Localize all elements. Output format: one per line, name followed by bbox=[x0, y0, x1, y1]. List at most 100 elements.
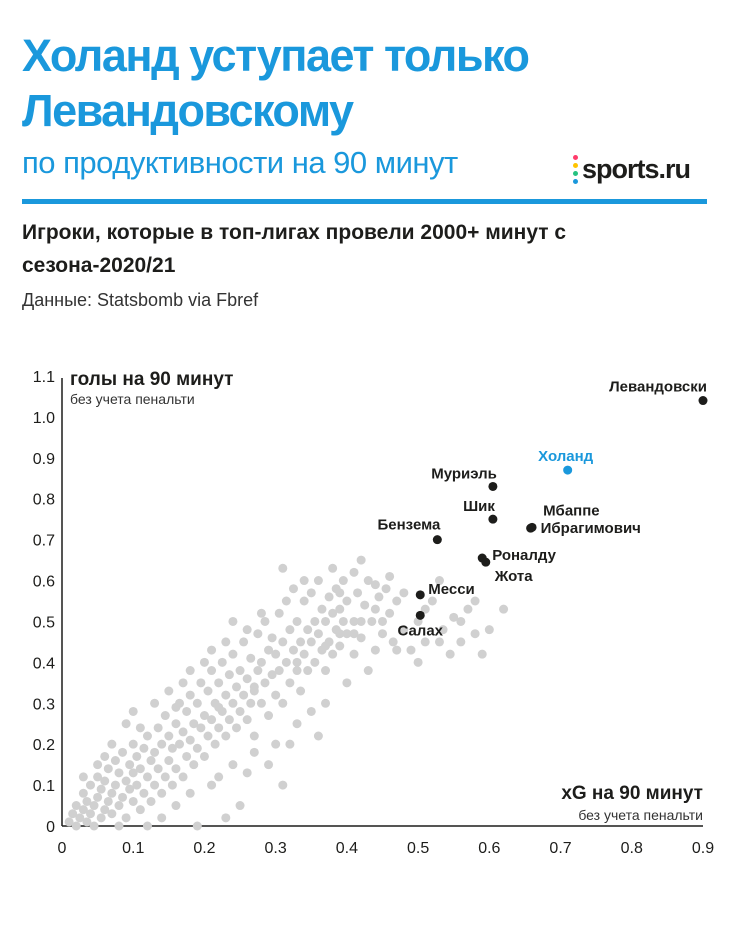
labeled-point bbox=[415, 610, 425, 620]
scatter-point bbox=[292, 616, 302, 626]
axes: 0 0.1 0.2 0.3 0.4 0.5 0.6 0.7 0.8 0.9 0 0.1 0.2 0.3 0.… bbox=[33, 369, 714, 857]
scatter-point bbox=[328, 563, 338, 573]
labeled-point bbox=[698, 396, 708, 406]
scatter-point bbox=[249, 731, 259, 741]
scatter-point bbox=[313, 629, 323, 639]
scatter-point bbox=[313, 731, 323, 741]
scatter-point bbox=[321, 641, 331, 651]
scatter-point bbox=[356, 616, 366, 626]
scatter-point bbox=[228, 698, 238, 708]
scatter-point bbox=[103, 796, 113, 806]
scatter-point bbox=[89, 801, 99, 811]
labeled-point bbox=[563, 465, 573, 475]
point-label: Холанд bbox=[538, 448, 594, 465]
scatter-point bbox=[85, 809, 95, 819]
scatter-point bbox=[231, 723, 241, 733]
scatter-point bbox=[385, 571, 395, 581]
scatter-point bbox=[121, 813, 131, 823]
y-tick-label: 0.1 bbox=[33, 778, 55, 795]
scatter-point bbox=[221, 637, 231, 647]
x-tick-label: 0.3 bbox=[265, 840, 287, 857]
scatter-point bbox=[281, 596, 291, 606]
scatter-point bbox=[484, 625, 494, 635]
point-label: Шик bbox=[463, 498, 495, 515]
scatter-point bbox=[378, 629, 387, 639]
scatter-point bbox=[338, 616, 348, 626]
scatter-point bbox=[178, 678, 188, 688]
scatter-point bbox=[221, 813, 231, 823]
scatter-point bbox=[185, 788, 195, 798]
scatter-point bbox=[274, 666, 284, 676]
scatter-point bbox=[160, 711, 170, 721]
scatter-point bbox=[235, 666, 245, 676]
y-tick-label: 0.4 bbox=[33, 655, 55, 672]
x-tick-label: 0.6 bbox=[478, 840, 500, 857]
scatter-point bbox=[278, 563, 288, 573]
scatter-point bbox=[146, 796, 156, 806]
scatter-point bbox=[385, 608, 395, 618]
scatter-point bbox=[456, 616, 466, 626]
scatter-point bbox=[321, 616, 331, 626]
labeled-points: Левандовски Холанд Муриэль Шик МбаппеИбрагим… bbox=[378, 379, 708, 639]
scatter-point bbox=[363, 666, 373, 676]
y-tick-label: 0.5 bbox=[33, 614, 55, 631]
scatter-point bbox=[100, 751, 110, 761]
scatter-point bbox=[110, 756, 120, 766]
scatter-point bbox=[249, 686, 259, 696]
scatter-point bbox=[128, 796, 138, 806]
scatter-point bbox=[142, 821, 152, 831]
scatter-point bbox=[207, 645, 217, 655]
scatter-point bbox=[299, 596, 309, 606]
scatter-point bbox=[406, 645, 416, 655]
scatter-point bbox=[374, 592, 384, 602]
scatter-point bbox=[242, 715, 252, 725]
scatter-point bbox=[303, 625, 313, 635]
scatter-point bbox=[299, 649, 309, 659]
logo-text: sports.ru bbox=[582, 153, 691, 184]
y-tick-label: 0.2 bbox=[33, 737, 55, 754]
scatter-point bbox=[256, 657, 266, 667]
y-tick-label: 0.3 bbox=[33, 696, 55, 713]
scatter-point bbox=[246, 653, 256, 663]
scatter-point bbox=[182, 751, 192, 761]
scatter-point bbox=[93, 760, 103, 770]
scatter-point bbox=[178, 772, 188, 782]
scatter-point bbox=[114, 768, 124, 778]
page-subtitle: по продуктивности на 90 минут bbox=[22, 145, 458, 180]
scatter-point bbox=[249, 747, 259, 757]
y-axis-title: голы на 90 минут bbox=[70, 369, 233, 390]
scatter-point bbox=[317, 604, 327, 614]
labeled-point bbox=[526, 523, 536, 533]
scatter-point bbox=[107, 788, 117, 798]
scatter-point bbox=[93, 772, 103, 782]
point-label: Муриэль bbox=[431, 465, 497, 482]
scatter-point bbox=[367, 616, 377, 626]
scatter-point bbox=[142, 772, 152, 782]
x-tick-label: 0.4 bbox=[336, 840, 358, 857]
labeled-point bbox=[488, 514, 498, 524]
scatter-point bbox=[356, 633, 366, 643]
scatter-point bbox=[96, 813, 106, 823]
scatter-point bbox=[100, 805, 110, 815]
logo-dot bbox=[573, 162, 578, 168]
scatter-point bbox=[214, 772, 224, 782]
scatter-point bbox=[363, 576, 373, 586]
scatter-point bbox=[392, 645, 402, 655]
scatter-point bbox=[370, 580, 380, 590]
scatter-point bbox=[260, 678, 270, 688]
scatter-point bbox=[264, 760, 274, 770]
scatter-point bbox=[135, 723, 145, 733]
y-tick-label: 1.1 bbox=[33, 369, 55, 386]
scatter-point bbox=[278, 698, 288, 708]
scatter-point bbox=[142, 731, 152, 741]
x-tick-label: 0.5 bbox=[407, 840, 429, 857]
scatter-point bbox=[207, 780, 217, 790]
scatter-point bbox=[207, 715, 217, 725]
scatter-point bbox=[196, 678, 206, 688]
scatter-point bbox=[214, 678, 224, 688]
labeled-point bbox=[481, 557, 491, 567]
scatter-point bbox=[228, 649, 238, 659]
scatter-point bbox=[239, 637, 249, 647]
x-axis-title: xG на 90 минут bbox=[561, 783, 703, 804]
scatter-point bbox=[285, 625, 295, 635]
